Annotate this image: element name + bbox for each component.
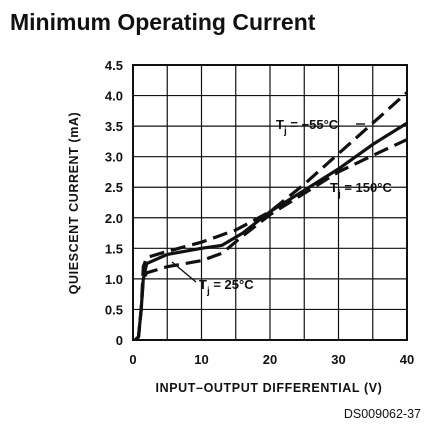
series-line-tj-55-c <box>134 91 409 342</box>
plot-frame <box>132 64 408 341</box>
annotation-150: Tj = 150°C <box>330 180 392 200</box>
annotation-leader-150 <box>316 175 329 183</box>
chart-title: Minimum Operating Current <box>10 9 316 35</box>
x-tick-labels: 0 10 20 30 40 <box>129 352 414 367</box>
x-tick-label: 10 <box>194 352 208 367</box>
x-tick-label: 0 <box>129 352 136 367</box>
y-tick-label: 1.0 <box>105 272 123 287</box>
y-tick-label: 2.5 <box>105 180 123 195</box>
y-tick-label: 0 <box>116 333 123 348</box>
x-tick-label: 30 <box>331 352 345 367</box>
annotation-25: Tj = 25°C <box>199 277 254 297</box>
series-lines <box>134 91 409 342</box>
y-tick-labels: 0 0.5 1.0 1.5 2.0 2.5 3.0 3.5 4.0 4.5 <box>105 58 123 348</box>
y-tick-label: 0.5 <box>105 302 123 317</box>
series-line-tj-150-c <box>134 138 408 342</box>
grid-lines <box>132 64 408 341</box>
document-id: DS009062-37 <box>344 407 421 421</box>
y-tick-label: 4.5 <box>105 58 123 73</box>
x-tick-label: 40 <box>400 352 414 367</box>
annotation-leader-25 <box>171 261 197 283</box>
series-line-tj-25-c <box>134 121 408 342</box>
y-tick-label: 3.0 <box>105 150 123 165</box>
x-tick-label: 20 <box>263 352 277 367</box>
y-tick-label: 2.0 <box>105 211 123 226</box>
y-tick-label: 1.5 <box>105 241 123 256</box>
y-tick-label: 4.0 <box>105 89 123 104</box>
y-tick-label: 3.5 <box>105 119 123 134</box>
annotation-minus55: Tj = −55°C <box>276 117 339 137</box>
x-axis-label: INPUT–OUTPUT DIFFERENTIAL (V) <box>156 381 383 395</box>
y-axis-label: QUIESCENT CURRENT (mA) <box>67 112 81 295</box>
